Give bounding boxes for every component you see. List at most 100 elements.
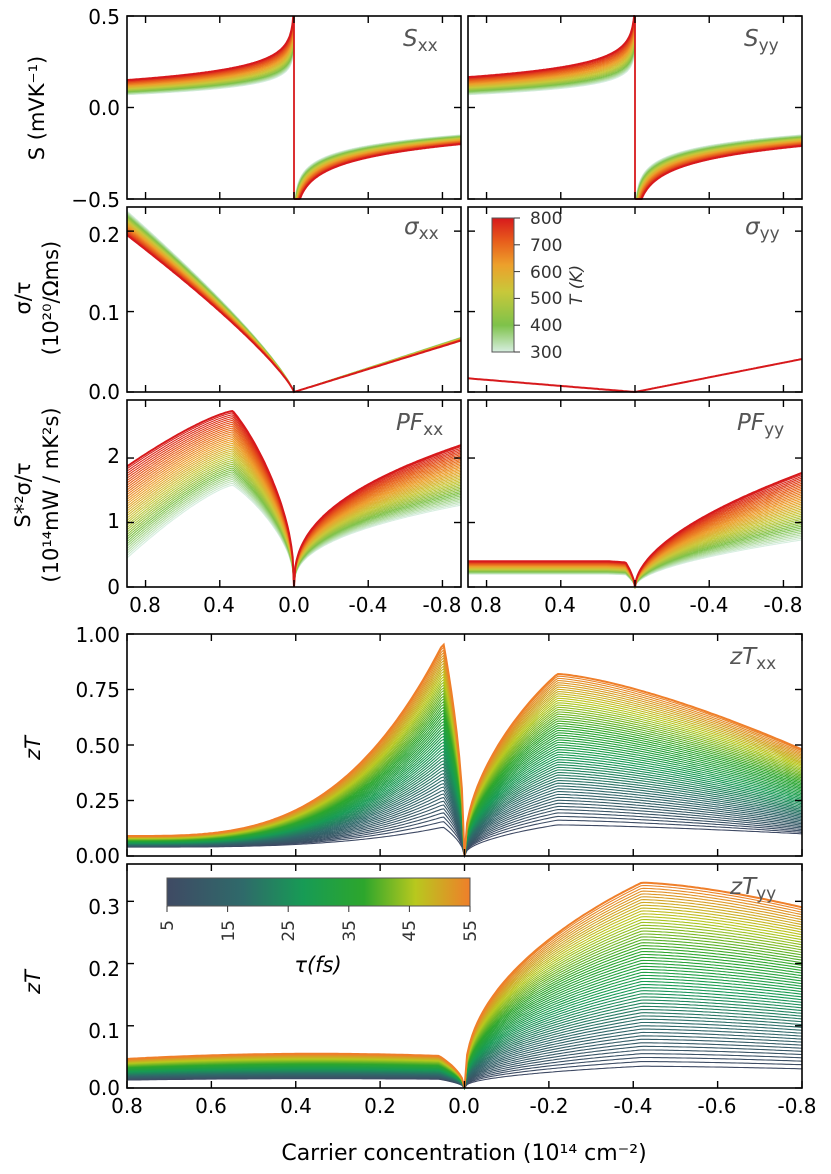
tau-colorbar-ticks	[166, 906, 471, 912]
sxx-series-line	[126, 222, 462, 393]
sxx-series-line	[126, 213, 462, 393]
Sxx-series-line	[126, 21, 295, 88]
colorbar-tick-label: 45	[400, 920, 420, 942]
Sxx-series-line	[127, 27, 295, 90]
sxx-series-line	[126, 228, 462, 393]
temperature-colorbar-label: T (K)	[567, 265, 587, 305]
sxx-series-line	[126, 231, 462, 393]
Sxx-series-line	[127, 20, 295, 88]
Syy-series-line	[467, 33, 636, 92]
Syy-series-line	[468, 15, 636, 79]
panel-PFxx-ticks	[127, 400, 461, 588]
Sxx-series-line	[127, 15, 295, 83]
ytick-label: 0.1	[88, 1019, 120, 1043]
sxx-series-line	[126, 214, 462, 393]
xtick-label: 0.0	[278, 593, 310, 617]
Syy-series-line	[468, 15, 636, 81]
Sxx-series-line	[126, 37, 295, 93]
panel-zTyy-label: zTyy	[729, 874, 776, 904]
Syy-series-line	[468, 15, 636, 80]
ytick-label: 0.2	[88, 223, 120, 247]
ylabel-zTxx: zT	[21, 734, 45, 761]
Syy-series-line	[467, 18, 636, 86]
Syy-series-line	[467, 25, 636, 89]
Sxx-series-line	[126, 15, 295, 82]
xtick-label: 0.4	[544, 593, 576, 617]
sxx-series-line	[126, 220, 462, 393]
panel-PFxx-label: PFxx	[396, 410, 443, 440]
colorbar-tick-label: 300	[530, 343, 562, 363]
Syy-series-line	[468, 15, 636, 84]
panel-Syy-label: Syy	[744, 26, 779, 56]
xtick-label: -0.2	[529, 1094, 568, 1118]
panel-sigmaxx-label: σxx	[404, 214, 439, 244]
ytick-label: 0.0	[88, 96, 120, 120]
sxx-series-line	[126, 224, 462, 393]
sxx-series-line	[126, 226, 462, 393]
Sxx-series-line	[126, 23, 295, 89]
yticks-zTyy: 0.3 0.2 0.1 0.0	[88, 895, 120, 1100]
yticks-PF: 2 1 0	[107, 444, 120, 599]
xtick-label: -0.6	[697, 1094, 736, 1118]
Syy-series-line	[467, 24, 636, 88]
panel-PFxx-curves	[126, 409, 462, 588]
panel-PFyy-ticks	[468, 400, 802, 588]
Sxx-series-line	[127, 42, 295, 95]
colorbar-tick-label: 800	[530, 209, 562, 229]
Sxx-series-line	[127, 15, 295, 82]
colorbar-tick-label: 600	[530, 263, 562, 283]
PFyy-series-line	[468, 511, 803, 588]
sxx-series-line	[126, 227, 462, 393]
panel-PFxx: PFxx	[126, 399, 462, 588]
panel-zTyy: zTyy	[126, 863, 803, 1091]
sxx-series-line	[126, 218, 462, 393]
xtick-label: 0.6	[195, 1094, 227, 1118]
panel-Syy-curves	[467, 15, 803, 200]
xtick-label: 0.8	[129, 593, 161, 617]
ylabel-zTyy: zT	[21, 968, 45, 995]
ylabel-PF-line1: S*²σ/τ	[11, 462, 35, 527]
Syy-series-line	[467, 29, 636, 90]
xtick-label: -0.8	[763, 593, 802, 617]
Sxx-series-line	[127, 30, 295, 91]
ytick-label: 0.2	[88, 957, 120, 981]
colorbar-tick-label: 700	[530, 236, 562, 256]
panel-Sxx: Sxx	[126, 15, 462, 200]
xtick-label: 0.4	[280, 1094, 312, 1118]
colorbar-tick-label: 35	[340, 920, 360, 942]
Sxx-series-line	[294, 143, 462, 200]
sxx-series-line	[126, 223, 462, 393]
tau-colorbar: 5 15 25 35 45 55 τ(fs)	[158, 877, 481, 977]
panel-zTxx-ticks	[126, 633, 803, 857]
Syy-series-line	[468, 15, 636, 82]
Syy-series-line	[467, 22, 636, 87]
panel-sigmaxx: σxx	[126, 206, 462, 394]
Sxx-series-line	[126, 15, 295, 84]
xtick-label: 0.8	[111, 1094, 143, 1118]
sxx-series-line	[126, 216, 462, 393]
panel-Syy: Syy	[467, 15, 803, 200]
panel-zTxx-label: zTxx	[729, 644, 776, 674]
colorbar-tick-label: 400	[530, 316, 562, 336]
colorbar-tick-label: 25	[279, 920, 299, 942]
colorbar-tick-label: 500	[530, 289, 562, 309]
ytick-label: 0	[107, 575, 120, 599]
zTxx-series-line	[127, 681, 803, 857]
ylabel-sigma-line2: (10²⁰/Ωms)	[39, 241, 63, 355]
zTxx-series-line	[127, 646, 803, 857]
sxx-series-line	[126, 217, 462, 393]
ylabel-PF-line2: (10¹⁴mW / mK²s)	[39, 407, 63, 582]
panel-sigmayy-ticks	[468, 207, 802, 393]
sxx-series-line	[126, 230, 462, 393]
xticks-PFxx: 0.8 0.4 0.0 -0.4 -0.8	[129, 593, 461, 617]
temperature-colorbar: 800 700 600 500 400 300 T (K)	[491, 209, 587, 363]
xtick-label: -0.8	[777, 1094, 816, 1118]
panel-PFyy-curves	[468, 471, 803, 590]
Syy-series-line	[467, 27, 636, 89]
xtick-label: -0.4	[613, 1094, 652, 1118]
Syy-series-line	[468, 38, 636, 94]
colorbar-tick-label: 5	[158, 920, 178, 931]
tau-colorbar-label: τ(fs)	[294, 953, 341, 977]
ytick-label: 0.1	[88, 301, 120, 325]
